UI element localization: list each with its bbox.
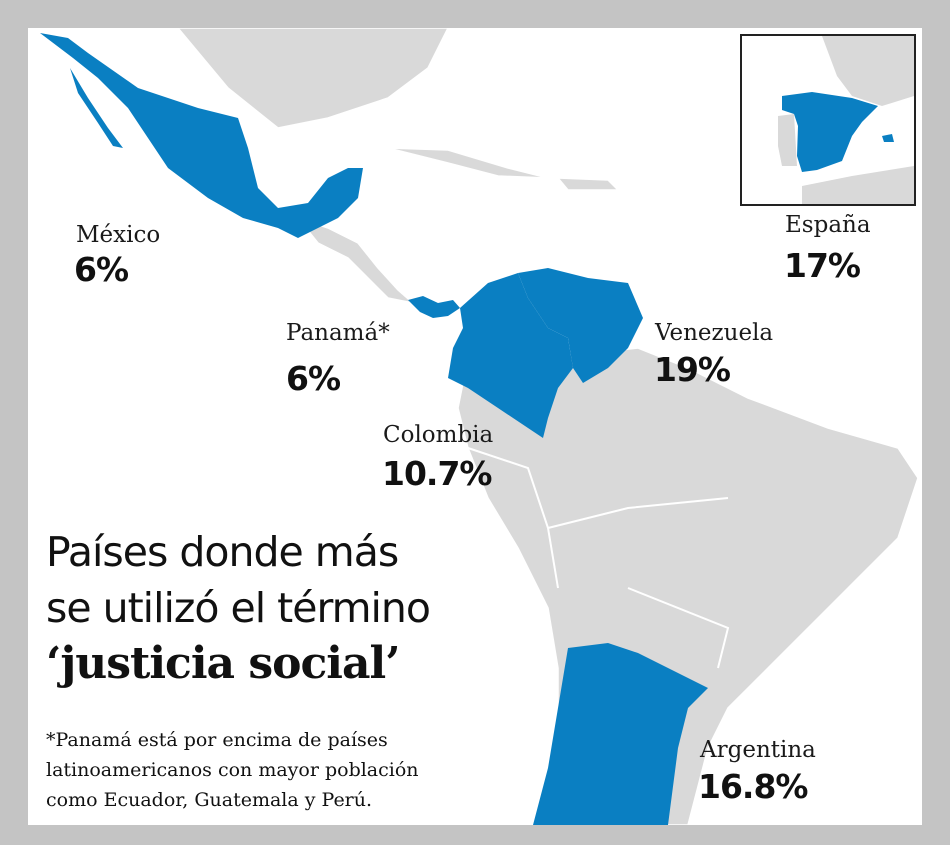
title-line-1: Países donde más — [46, 528, 399, 576]
spain-inset-map — [740, 34, 916, 206]
country-value-argentina: 16.8% — [698, 767, 808, 806]
venezuela-shape — [518, 268, 643, 383]
peru-border — [467, 447, 730, 669]
country-name-panama: Panamá* — [286, 320, 390, 346]
country-value-espana: 17% — [784, 246, 861, 285]
spain-inset-svg — [778, 36, 914, 204]
france-land — [822, 36, 914, 106]
footnote-line-3: como Ecuador, Guatemala y Perú. — [46, 789, 373, 811]
country-name-argentina: Argentina — [700, 737, 816, 763]
panama-shape — [408, 296, 460, 318]
footnote-line-1: *Panamá está por encima de países — [46, 729, 388, 751]
country-value-venezuela: 19% — [654, 350, 731, 389]
infographic-title: Países donde más se utilizó el término ‘… — [46, 524, 431, 692]
country-name-colombia: Colombia — [383, 422, 494, 448]
country-value-panama: 6% — [286, 359, 341, 398]
country-value-colombia: 10.7% — [382, 454, 492, 493]
country-name-mexico: México — [76, 222, 161, 248]
footnote: *Panamá está por encima de países latino… — [46, 725, 419, 815]
hispaniola-land — [556, 177, 620, 191]
title-line-3: ‘justicia social’ — [46, 638, 401, 689]
argentina-shape — [533, 643, 708, 825]
colombia-shape — [448, 273, 573, 438]
usa-land — [177, 28, 449, 129]
central-america-land — [295, 216, 416, 305]
spain-shape — [782, 92, 894, 172]
title-line-2: se utilizó el término — [46, 584, 431, 632]
country-name-espana: España — [785, 212, 871, 238]
infographic-panel: México 6% Panamá* 6% Colombia 10.7% Vene… — [28, 28, 922, 825]
cuba-land — [387, 147, 549, 179]
map-americas — [40, 28, 919, 825]
country-value-mexico: 6% — [74, 250, 129, 289]
portugal-land — [778, 114, 797, 166]
footnote-line-2: latinoamericanos con mayor población — [46, 759, 419, 781]
africa-land — [802, 166, 914, 204]
country-name-venezuela: Venezuela — [655, 320, 774, 346]
mexico-shape — [40, 33, 363, 238]
